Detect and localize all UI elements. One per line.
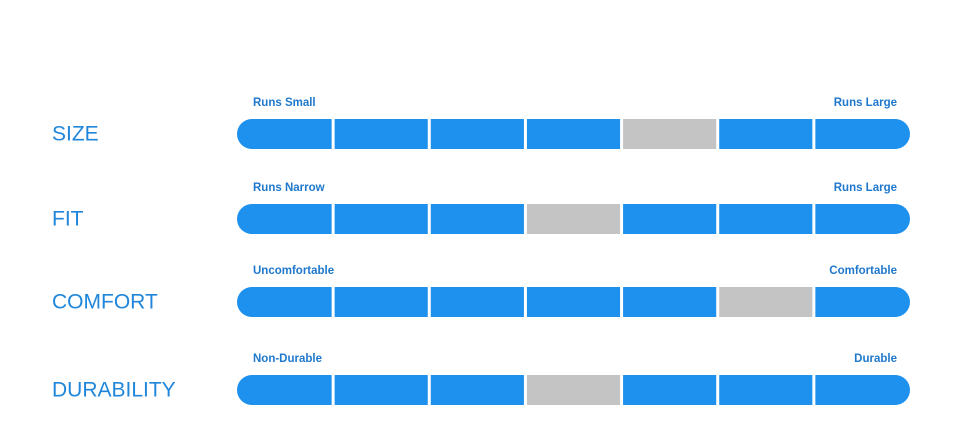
high-label: Runs Large [834,97,897,109]
segment [623,287,717,317]
segment [237,287,332,317]
segment [334,287,428,317]
low-label: Uncomfortable [253,265,334,277]
segment [815,119,910,149]
segment [430,287,524,317]
segment [719,375,813,405]
segment [719,119,813,149]
segment [430,119,524,149]
scale-label: FIT [52,208,84,231]
selected-segment [623,119,717,149]
rating-bar [237,287,910,317]
segment [623,204,717,234]
high-label: Runs Large [834,182,897,194]
segment [815,204,910,234]
low-label: Runs Narrow [253,182,325,194]
low-label: Non-Durable [253,353,322,365]
segment [719,204,813,234]
selected-segment [719,287,813,317]
segment [526,119,621,149]
segment [334,119,428,149]
scale-label: SIZE [52,123,99,146]
rating-bar [237,119,910,149]
rating-bar [237,375,910,405]
segment [623,375,717,405]
rating-bar [237,204,910,234]
segment [815,375,910,405]
selected-segment [526,375,621,405]
segment [237,375,332,405]
segment [815,287,910,317]
low-label: Runs Small [253,97,316,109]
segment [430,204,524,234]
segment [430,375,524,405]
segment [237,119,332,149]
scale-label: COMFORT [52,291,158,314]
segment [334,375,428,405]
segment [334,204,428,234]
segment [237,204,332,234]
scale-label: DURABILITY [52,379,176,402]
high-label: Comfortable [829,265,897,277]
selected-segment [526,204,621,234]
high-label: Durable [854,353,897,365]
segment [526,287,621,317]
